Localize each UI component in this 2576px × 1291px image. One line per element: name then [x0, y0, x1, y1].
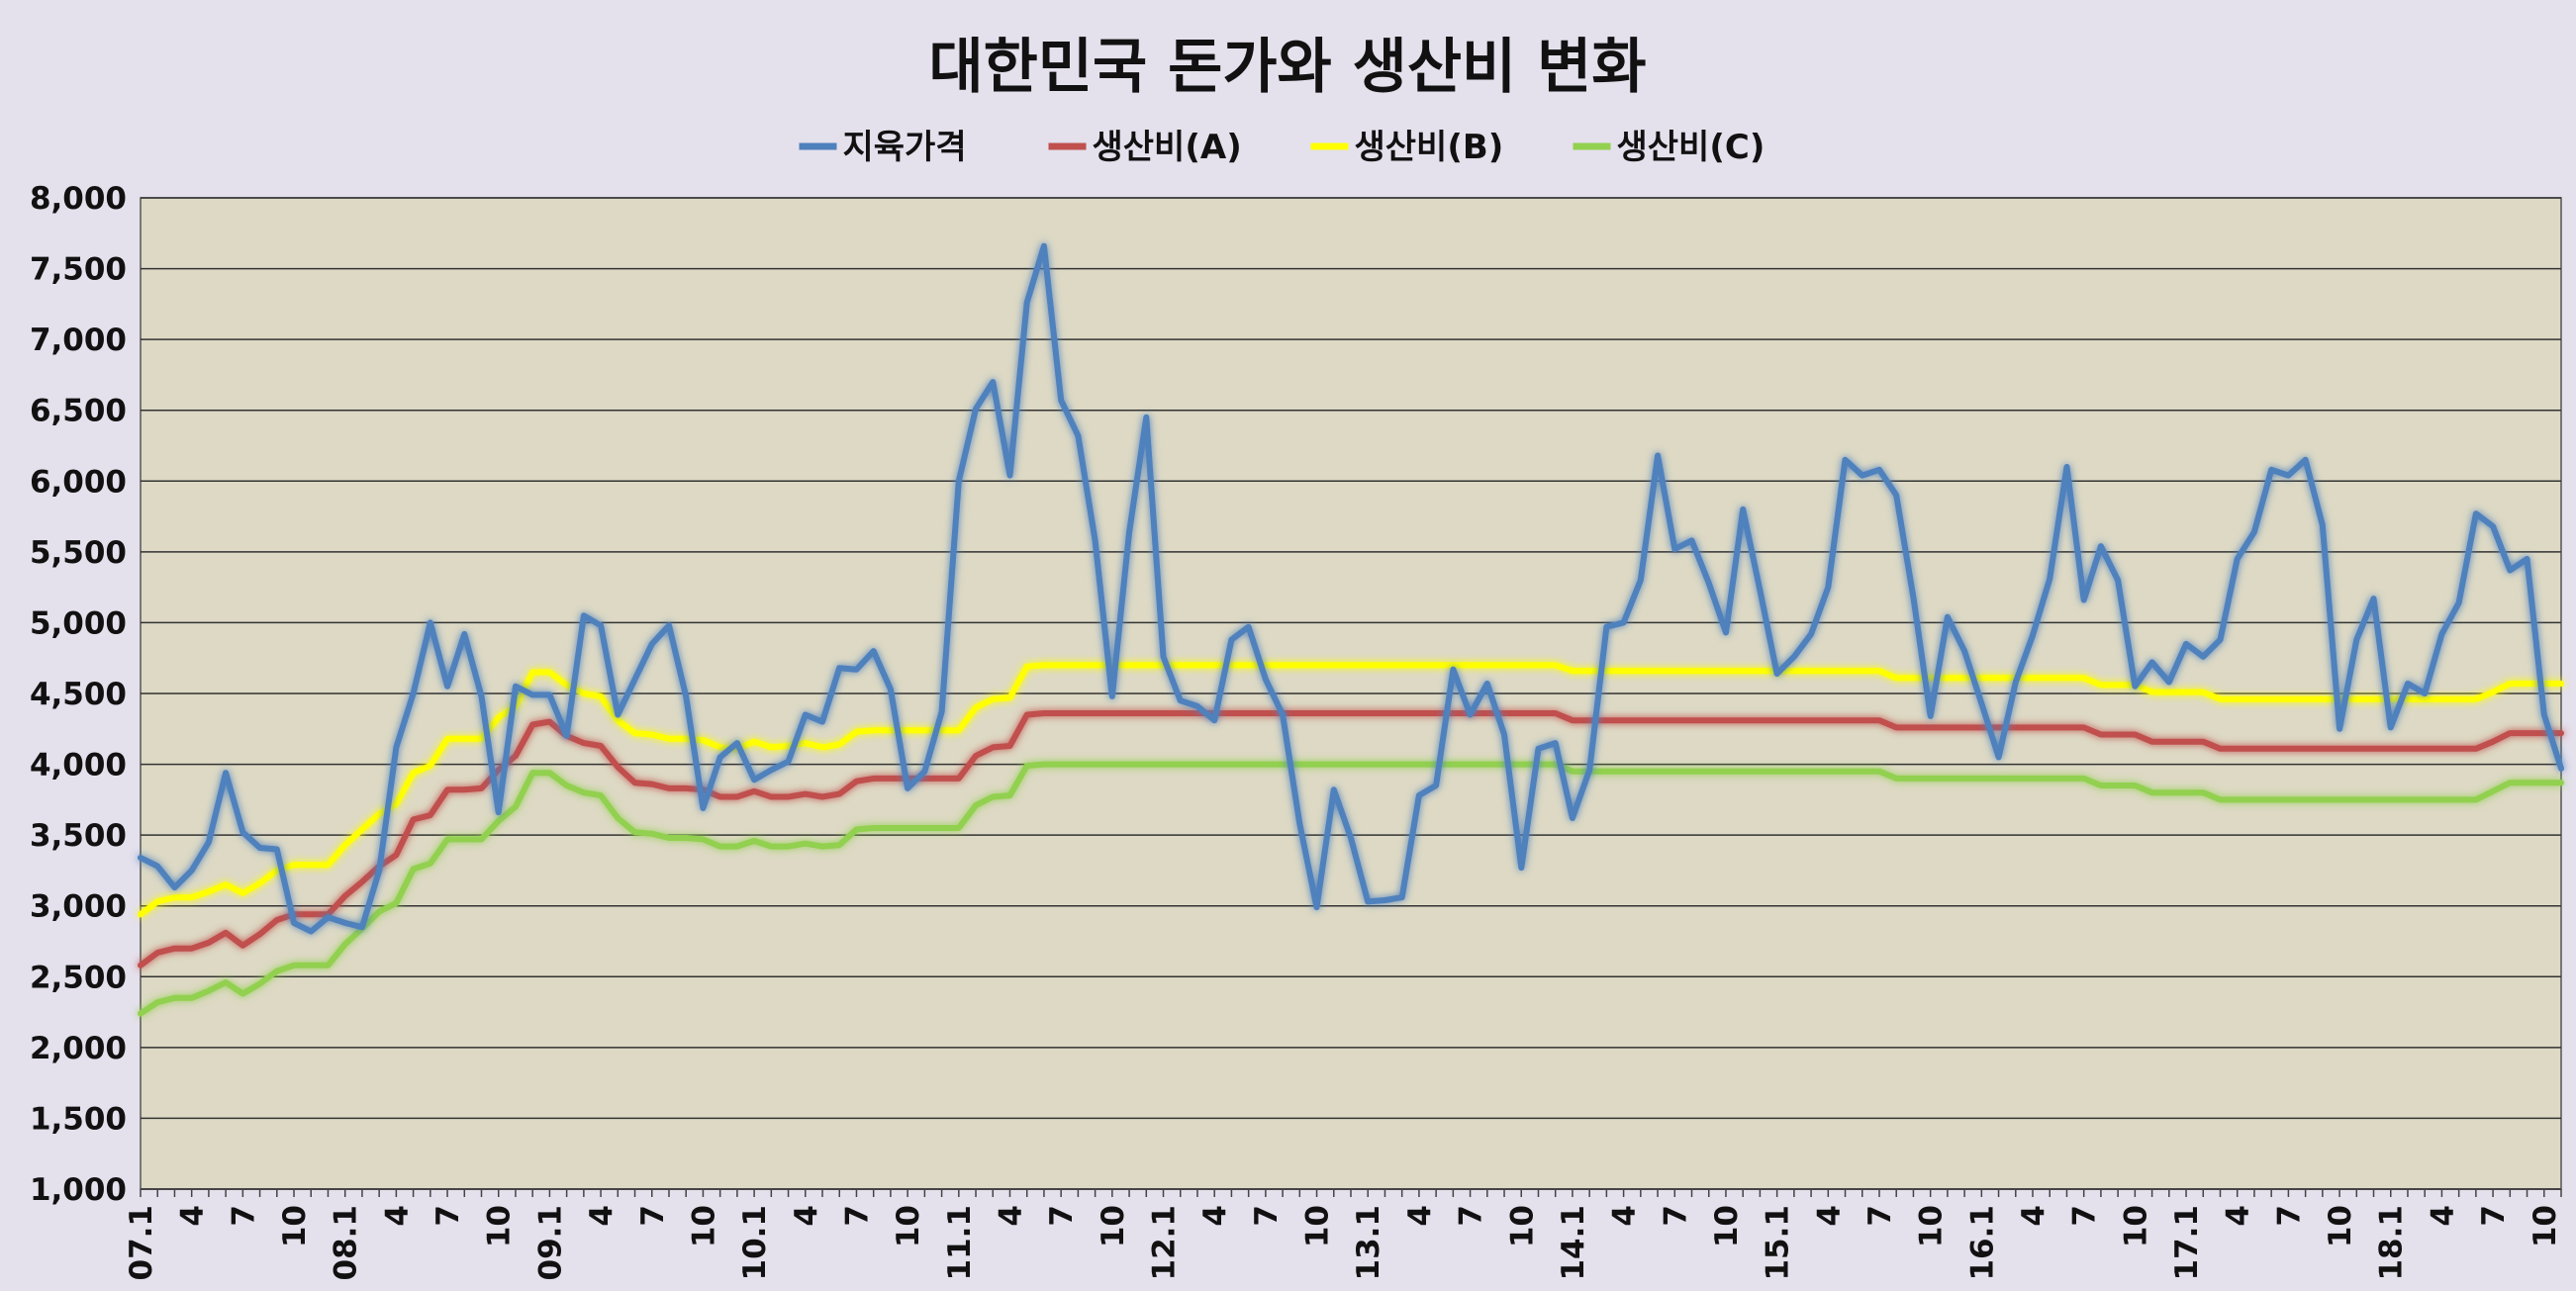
x-tick-label: 13.1 [1351, 1205, 1386, 1281]
x-tick-label: 4 [789, 1205, 824, 1227]
x-tick-label: 10 [277, 1205, 313, 1247]
x-tick-label: 7 [2067, 1205, 2103, 1227]
y-tick-label: 7,000 [30, 323, 127, 358]
x-tick-label: 10.1 [737, 1205, 773, 1281]
y-tick-label: 5,500 [30, 535, 127, 571]
y-tick-label: 7,500 [30, 252, 127, 288]
chart-title: 대한민국 돈가와 생산비 변화 [928, 33, 1646, 102]
x-tick-label: 4 [2016, 1205, 2051, 1227]
x-tick-label: 10 [686, 1205, 721, 1247]
x-axis: 07.1 4 7 10 08.1 4 7 10 09.1 4 7 10 10.1 4 7 10 11.1 4 7 10… [124, 1188, 2563, 1281]
y-tick-label: 6,000 [30, 464, 127, 500]
x-tick-label: 10 [1709, 1205, 1745, 1247]
x-tick-label: 11.1 [942, 1205, 978, 1281]
x-tick-label: 10 [1096, 1205, 1131, 1247]
x-tick-label: 7 [1454, 1205, 1489, 1227]
x-tick-label: 7 [1658, 1205, 1693, 1227]
series-line [138, 761, 2564, 1017]
series-line [138, 242, 2564, 935]
y-tick-label: 4,000 [30, 748, 127, 784]
y-tick-label: 1,000 [30, 1172, 127, 1208]
series-line [138, 710, 2564, 968]
series-line [138, 662, 2564, 918]
legend-label: 생산비(A) [1093, 128, 1242, 167]
y-tick-label: 5,000 [30, 605, 127, 641]
x-tick-label: 12.1 [1147, 1205, 1183, 1281]
x-tick-label: 10 [1504, 1205, 1540, 1247]
y-tick-label: 3,500 [30, 818, 127, 854]
y-tick-label: 2,500 [30, 960, 127, 995]
x-tick-label: 7 [226, 1205, 261, 1227]
x-tick-label: 17.1 [2169, 1205, 2205, 1281]
x-tick-label: 7 [839, 1205, 875, 1227]
x-tick-label: 4 [584, 1205, 620, 1227]
x-tick-label: 18.1 [2374, 1205, 2410, 1281]
x-tick-label: 7 [2476, 1205, 2512, 1227]
x-tick-label: 10 [482, 1205, 518, 1247]
x-tick-label: 4 [993, 1205, 1028, 1227]
x-tick-label: 4 [1607, 1205, 1643, 1227]
y-axis: 1,000 1,500 2,000 2,500 3,000 3,500 4,000 4,500… [30, 181, 127, 1208]
x-tick-label: 4 [1811, 1205, 1847, 1227]
x-tick-label: 4 [379, 1205, 415, 1227]
x-tick-label: 09.1 [532, 1205, 568, 1281]
x-tick-label: 10 [2528, 1205, 2563, 1247]
x-tick-label: 4 [2425, 1205, 2460, 1227]
x-tick-label: 7 [635, 1205, 671, 1227]
y-tick-label: 4,500 [30, 677, 127, 712]
x-tick-label: 7 [1862, 1205, 1898, 1227]
x-tick-label: 10 [1914, 1205, 1950, 1247]
x-tick-label: 10 [2118, 1205, 2153, 1247]
x-tick-label: 7 [430, 1205, 466, 1227]
y-tick-label: 2,000 [30, 1031, 127, 1066]
legend: 지육가격 생산비(A) 생산비(B) 생산비(C) [799, 128, 1765, 167]
legend-label: 생산비(C) [1617, 128, 1765, 167]
y-tick-label: 6,500 [30, 394, 127, 429]
x-tick-label: 7 [1044, 1205, 1080, 1227]
x-tick-label: 4 [175, 1205, 211, 1227]
y-tick-label: 8,000 [30, 181, 127, 217]
x-tick-label: 10 [2323, 1205, 2358, 1247]
x-tick-label: 7 [2271, 1205, 2307, 1227]
legend-label: 생산비(B) [1355, 128, 1504, 167]
x-tick-label: 4 [1402, 1205, 1438, 1227]
x-tick-label: 15.1 [1761, 1205, 1796, 1281]
x-tick-label: 07.1 [124, 1205, 159, 1281]
x-tick-label: 16.1 [1964, 1205, 2000, 1281]
x-tick-label: 08.1 [329, 1205, 364, 1281]
x-tick-label: 4 [1197, 1205, 1233, 1227]
series-layer [138, 242, 2564, 1017]
x-tick-label: 10 [1300, 1205, 1336, 1247]
y-tick-label: 3,000 [30, 889, 127, 925]
x-tick-label: 7 [1249, 1205, 1285, 1227]
x-tick-label: 4 [2221, 1205, 2256, 1227]
x-tick-label: 14.1 [1556, 1205, 1591, 1281]
x-tick-label: 10 [891, 1205, 926, 1247]
legend-label: 지육가격 [843, 128, 967, 167]
y-tick-label: 1,500 [30, 1101, 127, 1137]
